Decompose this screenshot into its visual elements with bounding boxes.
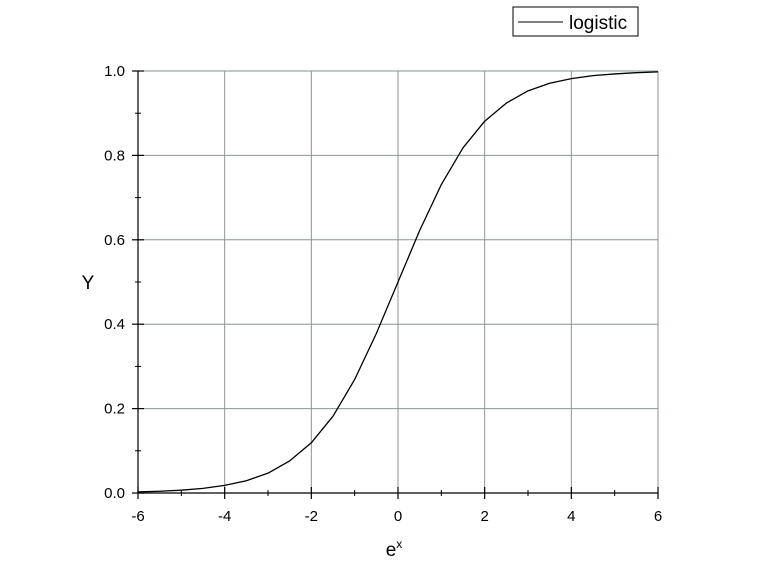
y-tick-label: 0.8 <box>104 147 125 164</box>
legend-label: logistic <box>569 13 627 34</box>
x-tick-label: -6 <box>131 508 144 525</box>
y-tick-label: 0.2 <box>104 401 125 418</box>
grid <box>137 70 659 494</box>
x-tick-label: -4 <box>218 508 231 525</box>
x-axis-title: ex <box>386 537 403 561</box>
series-line-logistic <box>137 71 659 493</box>
x-tick-label: 6 <box>654 508 662 525</box>
x-axis-title-superscript: x <box>396 537 402 551</box>
x-axis-title-base: e <box>386 540 397 561</box>
ticks: 0.0 0.2 0.4 0.6 0.8 1.0 -6 -4 -2 0 2 4 6 <box>104 63 662 525</box>
x-tick-label: -2 <box>305 508 318 525</box>
series-layer <box>137 71 659 493</box>
x-tick-label: 2 <box>480 508 488 525</box>
x-tick-label: 0 <box>394 508 402 525</box>
y-tick-label: 0.6 <box>104 232 125 249</box>
legend: logistic <box>512 6 639 37</box>
y-tick-label: 0.0 <box>104 485 125 502</box>
y-tick-label: 0.4 <box>104 316 125 333</box>
y-tick-label: 1.0 <box>104 63 125 80</box>
y-axis-title: Y <box>82 273 95 294</box>
x-tick-label: 4 <box>567 508 575 525</box>
